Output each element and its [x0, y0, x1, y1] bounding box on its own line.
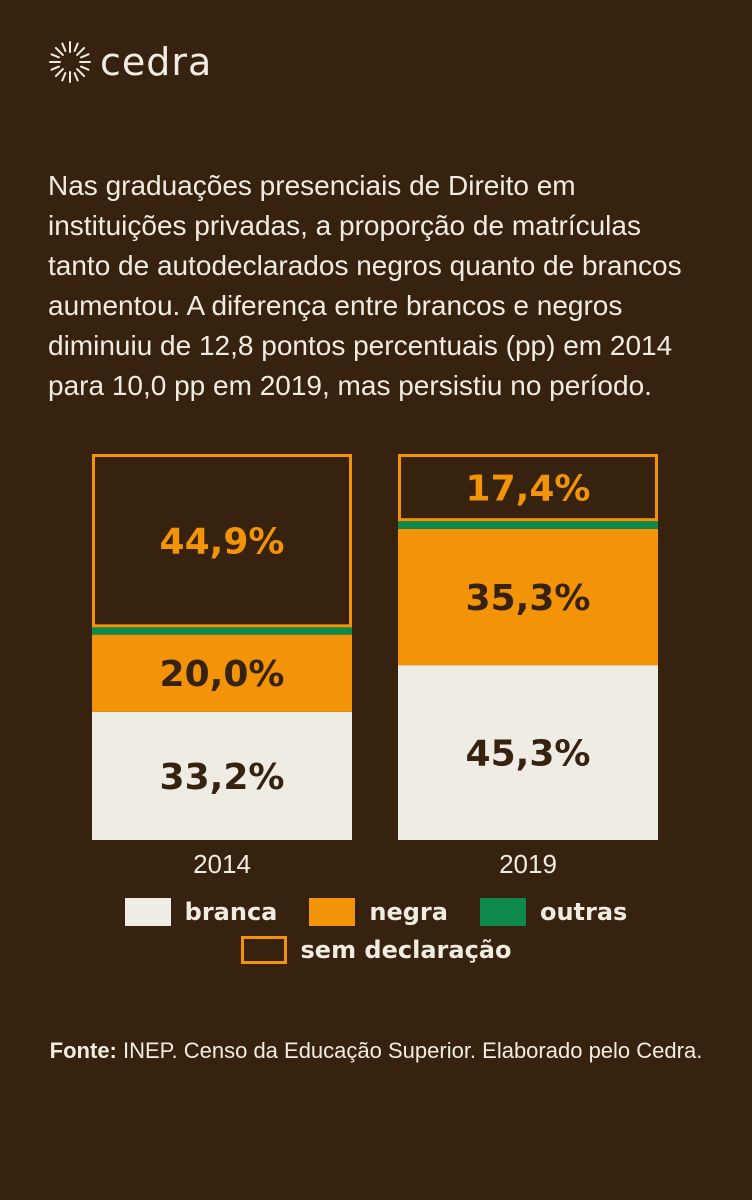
bar-outras-2019	[398, 521, 658, 529]
legend-label-branca: branca	[184, 898, 278, 926]
chart-legend: branca negra outras sem declaração	[0, 898, 752, 974]
data-label-branca-2019: 45,3%	[466, 734, 591, 775]
bar-negra-2019	[398, 528, 658, 666]
source-label: Fonte:	[49, 1038, 117, 1063]
data-label-sem-declaracao-2014: 44,9%	[160, 522, 285, 563]
intro-paragraph: Nas graduações presenciais de Direito em…	[48, 170, 682, 401]
legend-item-outras: outras	[479, 898, 628, 926]
data-label-negra-2014: 20,0%	[160, 654, 285, 695]
legend-item-sem-declaracao: sem declaração	[240, 936, 512, 964]
legend-swatch-sem-declaracao	[240, 936, 287, 964]
source-text: INEP. Censo da Educação Superior. Elabor…	[123, 1038, 703, 1063]
legend-swatch-branca	[124, 898, 171, 926]
data-label-negra-2019: 35,3%	[466, 578, 591, 619]
legend-swatch-negra	[309, 898, 356, 926]
x-tick-label-2014: 2014	[193, 849, 251, 879]
data-label-sem-declaracao-2019: 17,4%	[466, 469, 591, 510]
brand-logo: cedra	[48, 40, 212, 84]
legend-label-sem-declaracao: sem declaração	[300, 936, 512, 964]
stacked-bar-chart: 33,2% 20,0% 44,9% 2014 45,3% 35,3% 17,4% 2019	[92, 454, 658, 879]
x-tick-label-2019: 2019	[499, 849, 557, 879]
data-label-branca-2014: 33,2%	[160, 757, 285, 798]
bar-sem-declaracao-2019	[398, 454, 658, 522]
source-note: Fonte: INEP. Censo da Educação Superior.…	[40, 1036, 712, 1066]
brand-name: cedra	[100, 40, 213, 84]
legend-item-branca: branca	[124, 898, 278, 926]
bar-sem-declaracao-2014	[92, 454, 352, 628]
bar-branca-2019	[398, 665, 658, 840]
sunburst-icon	[49, 41, 91, 83]
legend-item-negra: negra	[309, 898, 448, 926]
legend-swatch-outras	[479, 898, 526, 926]
bar-outras-2014	[92, 627, 352, 635]
bar-negra-2014	[92, 634, 352, 712]
legend-label-outras: outras	[539, 898, 628, 926]
bar-branca-2014	[92, 711, 352, 840]
legend-label-negra: negra	[369, 898, 448, 926]
